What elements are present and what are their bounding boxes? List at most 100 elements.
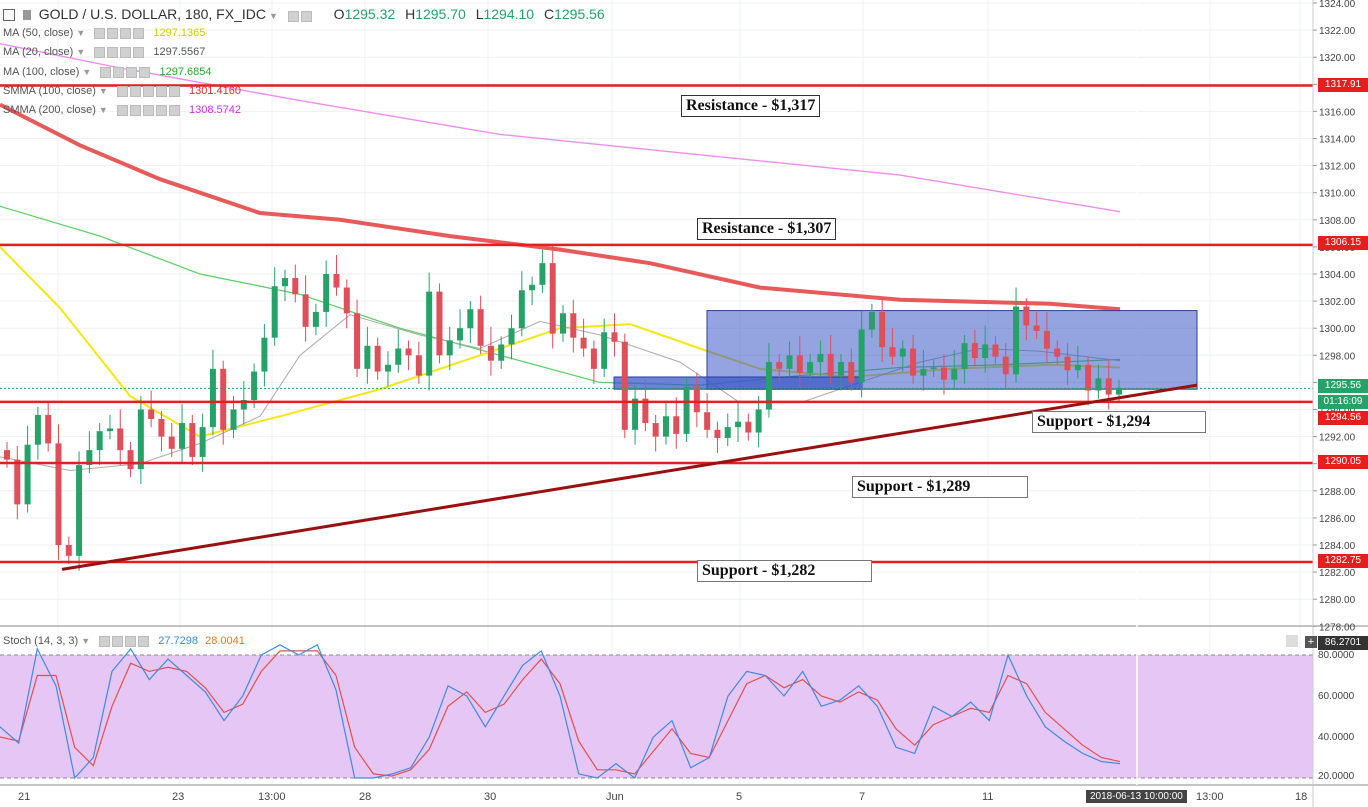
chevron-down-icon[interactable]: ▼ xyxy=(82,67,92,77)
settings-icon[interactable] xyxy=(113,66,125,78)
candle-body xyxy=(76,465,83,556)
candle-body xyxy=(899,348,906,357)
candle-body xyxy=(590,348,597,369)
plus-icon[interactable] xyxy=(155,85,167,97)
annotation-resistance-1307[interactable]: Resistance - $1,307 xyxy=(697,218,837,240)
add-panel-icon[interactable]: + xyxy=(1305,636,1317,648)
legend-buttons[interactable] xyxy=(116,85,182,97)
eye-icon[interactable] xyxy=(116,104,128,116)
candle-body xyxy=(539,263,546,285)
collapse-icon[interactable] xyxy=(3,9,15,22)
eye-icon[interactable] xyxy=(94,46,106,58)
legend-smma100[interactable]: SMMA (100, close) ▼ 1301.4160 xyxy=(3,85,241,97)
settings-icon[interactable] xyxy=(129,104,141,116)
candle-body xyxy=(683,386,690,434)
close-icon[interactable] xyxy=(139,66,151,78)
stoch-level-20: 20.0000 xyxy=(1318,771,1355,782)
stoch-panel xyxy=(0,643,1313,780)
close-icon[interactable] xyxy=(168,104,180,116)
settings-icon[interactable] xyxy=(112,635,124,647)
candle-body xyxy=(642,398,649,424)
candle-body xyxy=(961,343,968,369)
annotation-support-1294[interactable]: Support - $1,294 xyxy=(1032,411,1206,433)
candle-body xyxy=(4,450,10,460)
candle-body xyxy=(415,355,422,376)
chevron-down-icon[interactable]: ▼ xyxy=(268,11,278,21)
legend-buttons[interactable] xyxy=(99,635,151,647)
format-icon[interactable] xyxy=(142,104,154,116)
candle-body xyxy=(580,337,587,349)
tick-label: 1284.00 xyxy=(1319,541,1356,552)
settings-icon[interactable] xyxy=(129,85,141,97)
chevron-down-icon[interactable]: ▼ xyxy=(98,105,108,115)
legend-stoch[interactable]: Stoch (14, 3, 3) ▼ 27.7298 28.0041 xyxy=(3,635,245,647)
chevron-down-icon[interactable]: ▼ xyxy=(76,47,86,57)
candle-body xyxy=(127,450,134,470)
symbol-title[interactable]: GOLD / U.S. DOLLAR, 180, FX_IDC xyxy=(38,6,266,22)
plus-icon[interactable] xyxy=(155,104,167,116)
annotation-support-1282[interactable]: Support - $1,282 xyxy=(697,560,872,582)
candle-body xyxy=(1074,364,1081,371)
chevron-down-icon[interactable]: ▼ xyxy=(98,86,108,96)
price-tag-1306: 1306.15 xyxy=(1318,236,1368,250)
eye-icon[interactable] xyxy=(100,66,112,78)
plus-icon[interactable] xyxy=(126,66,138,78)
legend-buttons[interactable] xyxy=(94,46,146,58)
legend-buttons[interactable] xyxy=(116,104,182,116)
high-value: 1295.70 xyxy=(415,6,466,22)
close-icon[interactable] xyxy=(168,85,180,97)
close-icon[interactable] xyxy=(133,46,145,58)
settings-icon[interactable] xyxy=(300,11,312,23)
candle-body xyxy=(529,284,536,291)
settings-icon[interactable] xyxy=(107,27,119,39)
legend-buttons[interactable] xyxy=(94,27,146,39)
chevron-down-icon[interactable]: ▼ xyxy=(76,28,86,38)
maximize-panel-icon[interactable] xyxy=(1286,635,1298,647)
candle-body xyxy=(817,353,824,363)
candle-body xyxy=(848,362,855,383)
legend-smma200[interactable]: SMMA (200, close) ▼ 1308.5742 xyxy=(3,104,241,116)
candle-body xyxy=(662,416,669,437)
stoch-k-value: 27.7298 xyxy=(158,635,199,647)
candle-body xyxy=(477,309,484,346)
annotation-support-1289[interactable]: Support - $1,289 xyxy=(852,476,1028,498)
close-icon[interactable] xyxy=(133,27,145,39)
settings-icon[interactable] xyxy=(107,46,119,58)
annotation-resistance-1317[interactable]: Resistance - $1,317 xyxy=(681,95,821,117)
x-label: 13:00 xyxy=(258,791,286,803)
legend-buttons[interactable] xyxy=(100,66,152,78)
stoch-band xyxy=(0,655,1313,778)
plus-icon[interactable] xyxy=(125,635,137,647)
candle-body xyxy=(982,344,989,359)
header-buttons[interactable] xyxy=(287,7,314,23)
close-icon[interactable] xyxy=(138,635,150,647)
plus-icon[interactable] xyxy=(120,27,132,39)
candle-body xyxy=(920,368,927,376)
legend-value: 1308.5742 xyxy=(188,104,241,116)
countdown-tag: 01:16:09 xyxy=(1318,395,1368,409)
plus-icon[interactable] xyxy=(120,46,132,58)
low-label: L xyxy=(475,6,484,22)
eye-icon[interactable] xyxy=(94,27,106,39)
format-icon[interactable] xyxy=(142,85,154,97)
tick-label: 1304.00 xyxy=(1319,270,1356,281)
stoch-level-40: 40.0000 xyxy=(1318,732,1355,743)
eye-icon[interactable] xyxy=(116,85,128,97)
x-label: 13:00 xyxy=(1196,791,1224,803)
legend-ma50[interactable]: MA (50, close) ▼ 1297.1365 xyxy=(3,27,205,39)
legend-value: 1297.6854 xyxy=(159,66,212,78)
candle-body xyxy=(446,340,453,356)
chevron-down-icon[interactable]: ▼ xyxy=(81,636,91,646)
legend-ma20[interactable]: MA (20, close) ▼ 1297.5567 xyxy=(3,46,205,58)
candle-body xyxy=(621,341,628,430)
candle-body xyxy=(487,345,494,361)
eye-icon[interactable] xyxy=(99,635,111,647)
price-tag-1290: 1290.05 xyxy=(1318,455,1368,469)
ascending-trendline xyxy=(61,383,1198,571)
eye-icon[interactable] xyxy=(287,11,299,23)
candle-body xyxy=(1043,330,1050,349)
candle-body xyxy=(735,421,742,428)
legend-ma100[interactable]: MA (100, close) ▼ 1297.6854 xyxy=(3,66,211,78)
stoch-d-line xyxy=(0,650,1121,777)
